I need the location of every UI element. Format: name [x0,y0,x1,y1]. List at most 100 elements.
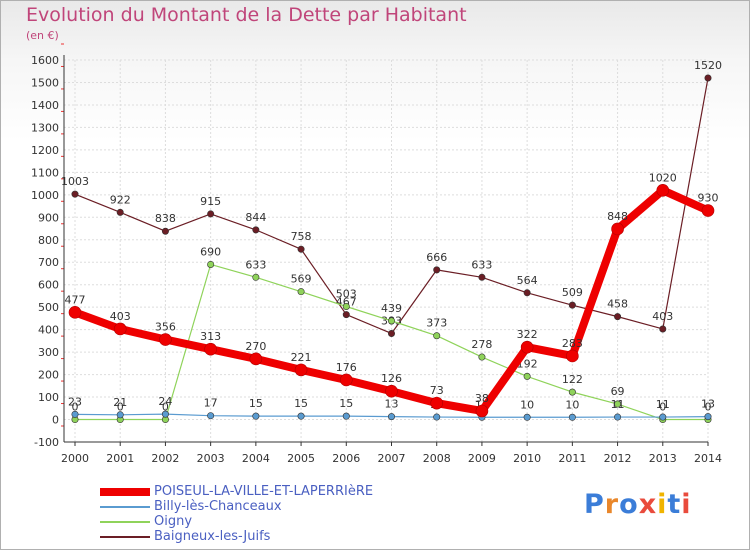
data-point [342,303,350,311]
data-point [297,245,305,253]
data-point [252,412,260,420]
data-label: 278 [471,338,492,351]
data-point [566,349,579,363]
data-point [249,352,263,366]
data-point [614,400,622,408]
data-label: 15 [339,397,353,410]
data-point [614,413,622,421]
series-poiseul-la-ville-et-laperri-re: 4774033563132702211761267338322283848102… [65,171,719,418]
data-label: 11 [656,398,670,411]
data-point [475,404,489,418]
data-label: 322 [517,328,538,341]
data-point [659,413,667,421]
legend-label: Baigneux-les-Juifs [154,529,271,544]
y-tick-label: 1300 [31,121,59,134]
data-point [433,266,441,274]
data-point [701,204,715,217]
logo-letter: o [619,489,639,520]
data-point [339,373,353,387]
data-point [611,222,624,236]
data-point [568,413,576,421]
data-point [704,74,712,82]
data-label: 403 [110,310,131,323]
data-point [207,260,215,268]
data-point [297,412,305,420]
data-point [204,342,217,356]
y-tick-label: 0 [52,414,59,427]
legend-item: POISEUL-LA-VILLE-ET-LAPERRIèRE [100,484,373,499]
data-label: 11 [611,398,625,411]
data-label: 458 [607,298,628,311]
data-point [161,227,169,235]
data-label: 0 [117,401,124,414]
legend-item: Billy-lès-Chanceaux [100,499,282,514]
y-tick-label: 600 [38,279,59,292]
data-label: 10 [565,398,579,411]
data-point [116,411,124,419]
data-point [342,311,350,319]
x-tick-label: 2010 [513,452,541,465]
y-tick-label: 1200 [31,144,59,157]
data-point [704,413,712,421]
x-tick-label: 2014 [694,452,722,465]
data-label: 73 [430,384,444,397]
data-label: 69 [611,385,625,398]
data-label: 569 [291,273,312,286]
legend-swatch [100,535,150,538]
y-tick-label: 400 [38,324,59,337]
data-point [68,306,82,319]
x-tick-label: 2002 [151,452,179,465]
data-label: 221 [291,351,312,364]
data-label: 509 [562,286,583,299]
data-point [478,273,486,281]
y-tick-label: 800 [38,234,59,247]
x-tick-label: 2001 [106,452,134,465]
data-label: 838 [155,212,176,225]
x-tick-label: 2009 [468,452,496,465]
y-tick-label: 700 [38,256,59,269]
data-label: 0 [162,401,169,414]
data-label: 270 [245,340,266,353]
data-point [342,412,350,420]
data-point [387,413,395,421]
data-point [387,317,395,325]
y-tick-label: 100 [38,391,59,404]
proxiti-logo: Proxiti [584,489,692,520]
logo-letter: r [604,489,620,520]
data-point [207,210,215,218]
data-label: 439 [381,302,402,315]
data-point [116,208,124,216]
x-tick-label: 2000 [61,452,89,465]
series-billy-l-s-chanceaux: 232124171515151311101010111113 [68,395,715,421]
data-label: 848 [607,210,628,223]
y-tick-label: 1400 [31,99,59,112]
series-baigneux-les-juifs: 1003922838915844758467383666633564509458… [61,59,722,337]
logo-letter: P [584,489,605,520]
legend-label: POISEUL-LA-VILLE-ET-LAPERRIèRE [154,484,374,499]
logo-letter: x [638,489,658,520]
data-label: 403 [652,310,673,323]
data-label: 23 [68,395,82,408]
data-label: 15 [294,397,308,410]
y-tick-label: 1100 [31,166,59,179]
data-label: 21 [113,396,127,409]
data-label: 0 [659,401,666,414]
x-tick-label: 2008 [423,452,451,465]
x-tick-label: 2011 [558,452,586,465]
chart-title: Evolution du Montant de la Dette par Hab… [26,4,467,26]
y-tick-label: 1600 [31,54,59,67]
data-point [433,413,441,421]
legend-item: Oigny [100,514,192,529]
data-label: 283 [562,337,583,350]
data-label: 24 [158,395,172,408]
data-point [71,190,79,198]
data-label: 930 [698,192,719,205]
data-point [159,333,172,346]
y-tick-label: 1500 [31,76,59,89]
data-label: 13 [701,398,715,411]
legend-item: Baigneux-les-Juifs [100,529,270,544]
legend-swatch [100,520,150,523]
